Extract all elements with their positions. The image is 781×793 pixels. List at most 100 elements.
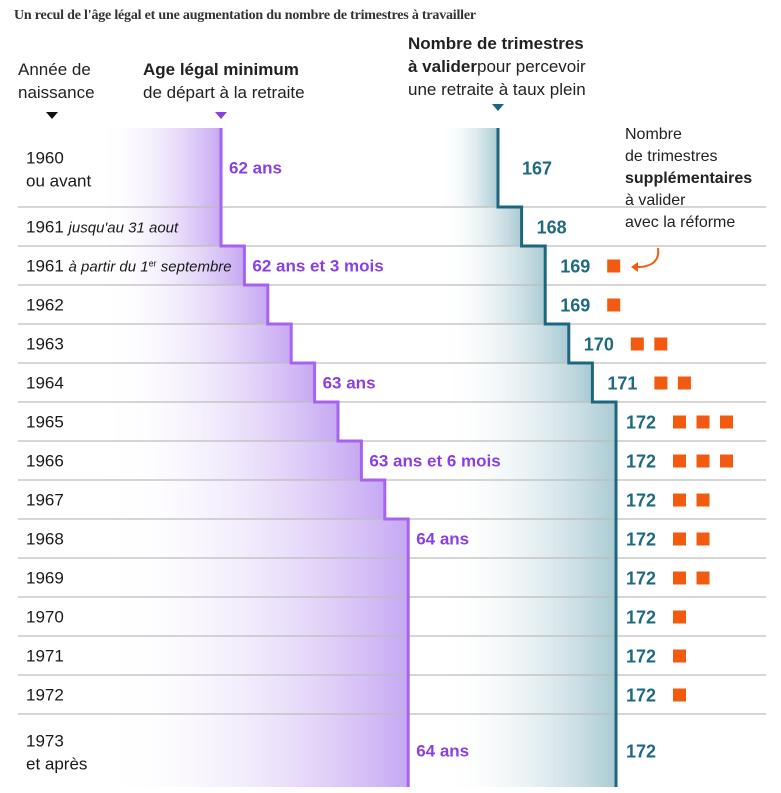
extra-trimestre-square — [673, 688, 686, 702]
extra-trimestre-square — [673, 610, 686, 624]
year-note-rest: septembre — [157, 259, 232, 276]
down-triangle-icon — [46, 112, 58, 119]
trimestres-fill — [440, 246, 546, 285]
trim-header-bold1: Nombre de trimestres — [408, 34, 584, 53]
extra-trimestre-square — [673, 493, 686, 507]
trimestres-fill — [440, 480, 616, 519]
trimestres-label: 172 — [626, 530, 656, 550]
extra-trimestre-square — [673, 415, 686, 429]
down-triangle-icon — [215, 112, 227, 119]
age-fill — [100, 480, 385, 519]
trimestres-fill — [440, 558, 616, 597]
trimestres-fill — [440, 207, 522, 246]
age-step-line — [219, 128, 410, 787]
extra-note: Nombre de trimestres supplémentaires à v… — [625, 124, 752, 234]
year-label: 1963 — [26, 335, 64, 354]
year-label: 1961 à partir du 1er septembre — [26, 257, 232, 276]
year-note: à partir du 1 — [69, 259, 149, 276]
age-header: Age légal minimum de départ à la retrait… — [143, 58, 305, 104]
extra-trimestre-square — [673, 571, 686, 585]
year-note: et après — [26, 755, 87, 774]
age-fill — [100, 246, 245, 285]
trimestres-header: Nombre de trimestres à validerpour perce… — [408, 32, 586, 101]
trimestres-label: 172 — [626, 491, 656, 511]
note-line3: supplémentaires — [625, 170, 753, 187]
trimestres-label: 168 — [537, 218, 567, 238]
age-fill — [100, 675, 409, 714]
extra-trimestre-square — [696, 415, 710, 429]
age-fill — [100, 324, 292, 363]
trimestres-fill — [440, 636, 616, 675]
extra-trimestre-square — [696, 493, 710, 507]
trim-header-rest2: une retraite à taux plein — [408, 80, 586, 99]
age-header-bold: Age légal minimum — [143, 60, 299, 79]
trimestres-fill — [440, 519, 616, 558]
year-label: 1970 — [26, 608, 64, 627]
age-fill — [100, 402, 338, 441]
age-fill — [100, 636, 409, 675]
year-header-line1: Année de — [18, 60, 91, 79]
note-line1: Nombre — [625, 126, 682, 143]
trim-header-rest1: pour percevoir — [477, 57, 586, 76]
trimestres-step-line — [496, 128, 618, 787]
age-label: 64 ans — [416, 742, 469, 761]
trimestres-fill — [440, 363, 593, 402]
extra-trimestre-square — [677, 376, 691, 390]
trimestres-label: 169 — [560, 296, 590, 316]
trimestres-label: 172 — [626, 742, 656, 762]
year-note: ou avant — [26, 172, 91, 191]
trimestres-label: 172 — [626, 569, 656, 589]
year-label: 1962 — [26, 296, 64, 315]
trimestres-label: 172 — [626, 686, 656, 706]
age-header-rest: de départ à la retraite — [143, 83, 305, 102]
year-label: 1961 jusqu'au 31 aout — [26, 218, 179, 237]
extra-trimestre-square — [654, 337, 668, 351]
age-fill — [100, 207, 221, 246]
extra-trimestre-square — [696, 532, 710, 546]
age-label: 63 ans — [323, 374, 376, 393]
extra-trimestre-square — [607, 259, 621, 273]
age-fill — [100, 558, 409, 597]
year-label: 1968 — [26, 530, 64, 549]
extra-trimestre-square — [673, 532, 686, 546]
age-fill — [100, 597, 409, 636]
trimestres-fill — [440, 324, 569, 363]
year-header-line2: naissance — [18, 83, 95, 102]
extra-trimestre-square — [673, 649, 686, 663]
age-fill — [100, 714, 409, 787]
trimestres-label: 172 — [626, 647, 656, 667]
trimestres-label: 170 — [584, 335, 614, 355]
year-label: 1973 — [26, 732, 64, 751]
year-label: 1965 — [26, 413, 64, 432]
extra-trimestre-square — [696, 454, 710, 468]
arrowhead-icon — [631, 262, 638, 272]
year-label: 1960 — [26, 149, 64, 168]
trimestres-label: 172 — [626, 608, 656, 628]
trim-header-bold2: à valider — [408, 57, 477, 76]
note-line5: avec la réforme — [625, 214, 736, 231]
chart-title: Un recul de l'âge légal et une augmentat… — [14, 8, 476, 23]
trimestres-label: 167 — [522, 159, 552, 179]
trimestres-fill — [440, 285, 546, 324]
note-line2: de trimestres — [625, 148, 718, 165]
age-fill — [100, 128, 221, 207]
down-triangle-icon — [492, 104, 504, 111]
extra-trimestre-square — [607, 298, 621, 312]
age-label: 63 ans et 6 mois — [369, 452, 500, 471]
age-fill — [100, 363, 315, 402]
age-label: 62 ans — [229, 159, 282, 178]
year-label: 1971 — [26, 647, 64, 666]
year-note-sup: er — [149, 259, 157, 269]
trimestres-fill — [440, 714, 616, 787]
year-label: 1969 — [26, 569, 64, 588]
year-note: jusqu'au 31 aout — [67, 220, 179, 237]
age-fill — [100, 285, 268, 324]
year-label: 1972 — [26, 686, 64, 705]
trimestres-fill — [440, 128, 498, 207]
trimestres-label: 172 — [626, 452, 656, 472]
extra-trimestre-square — [720, 415, 733, 429]
extra-trimestre-square — [696, 571, 710, 585]
extra-trimestre-square — [630, 337, 644, 351]
note-line4: à valider — [625, 192, 686, 209]
